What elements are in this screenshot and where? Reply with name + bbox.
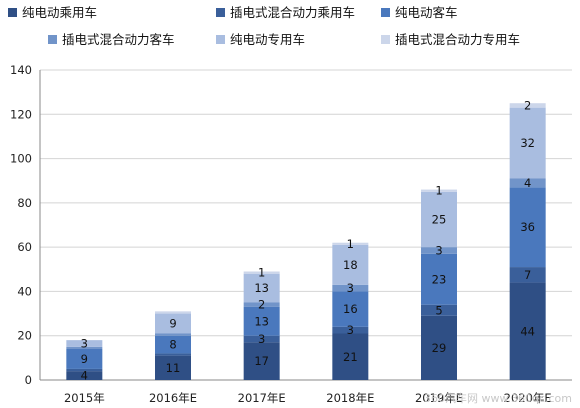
bar-segment	[421, 253, 457, 305]
legend-swatch	[381, 8, 390, 17]
x-tick-label: 2018年E	[326, 391, 374, 405]
data-label: 3	[258, 332, 265, 346]
bar-segment	[243, 271, 280, 274]
data-label: 13	[254, 314, 269, 328]
bar-segment	[155, 335, 191, 354]
y-tick-label: 0	[25, 373, 32, 387]
x-tick-label: 2017年E	[238, 391, 286, 405]
bar-segment	[332, 326, 369, 334]
bars	[66, 103, 546, 380]
data-label: 9	[81, 352, 88, 366]
bar-segment	[332, 244, 369, 285]
data-label: 17	[254, 354, 269, 368]
gridlines	[40, 69, 572, 381]
legend-label: 纯电动专用车	[230, 32, 305, 47]
bar-segment	[243, 342, 280, 380]
bar-segment	[509, 107, 546, 179]
data-label: 44	[520, 324, 535, 338]
watermark: 360汽车网 www.360qc.com	[424, 391, 572, 405]
data-label: 25	[432, 212, 447, 226]
bar-segment	[155, 333, 191, 336]
bar-segment	[509, 103, 546, 108]
legend-label: 插电式混合动力专用车	[395, 32, 520, 47]
data-label: 9	[169, 317, 176, 331]
data-label: 4	[81, 369, 88, 383]
data-label: 18	[343, 258, 358, 272]
bar-segment	[421, 247, 457, 254]
bar-segment	[332, 242, 369, 245]
bar-segment	[332, 333, 369, 380]
bar-segment	[155, 353, 191, 356]
bar-segment	[421, 304, 457, 316]
bar-segment	[243, 306, 280, 336]
x-tick-label: 2015年	[64, 391, 105, 405]
x-tick-label: 2020年E	[504, 391, 552, 405]
legend-swatch	[381, 35, 390, 44]
y-tick-label: 40	[17, 284, 32, 298]
bar-segment	[243, 302, 280, 307]
data-label: 3	[347, 323, 354, 337]
bar-segment	[66, 368, 103, 372]
data-label: 13	[254, 281, 269, 295]
bar-segment	[509, 267, 546, 283]
legend-label: 纯电动客车	[395, 5, 458, 20]
data-label: 11	[166, 361, 181, 375]
legend-label: 纯电动乘用车	[22, 5, 97, 20]
data-label: 23	[432, 272, 447, 286]
x-axis: 2015年 2016年E 2017年E 2018年E 2019年E 2020年E	[64, 391, 552, 405]
bar-segment	[509, 178, 546, 188]
bar-segment	[332, 291, 369, 327]
bar-segment	[421, 191, 457, 248]
data-label: 21	[343, 350, 358, 364]
y-tick-label: 80	[17, 196, 32, 210]
data-label: 2	[258, 298, 265, 312]
bar-segment	[155, 311, 191, 314]
bar-segment	[421, 189, 457, 192]
data-label: 32	[520, 136, 535, 150]
bar-segment	[155, 313, 191, 334]
legend-label: 插电式混合动力客车	[62, 32, 175, 47]
data-label: 4	[524, 176, 531, 190]
legend-swatch	[48, 35, 57, 44]
data-label: 3	[435, 243, 442, 257]
legend-label: 插电式混合动力乘用车	[230, 5, 355, 20]
bar-segment	[66, 349, 103, 369]
y-tick-label: 120	[10, 107, 32, 121]
data-label: 3	[347, 281, 354, 295]
data-label: 7	[524, 268, 531, 282]
data-labels: 4931189173132131213163181295233251447364…	[81, 98, 535, 382]
data-label: 1	[258, 266, 265, 280]
data-label: 3	[81, 336, 88, 350]
bar-segment	[509, 282, 546, 380]
y-tick-label: 20	[17, 329, 32, 343]
data-label: 29	[432, 341, 447, 355]
data-label: 1	[347, 237, 354, 251]
x-tick-label: 2019年E	[415, 391, 463, 405]
data-label: 2	[524, 98, 531, 112]
bar-segment	[66, 346, 103, 349]
bar-segment	[155, 355, 191, 380]
bar-segment	[243, 273, 280, 303]
bar-segment	[66, 340, 103, 347]
legend-swatch	[216, 8, 225, 17]
legend-swatch	[216, 35, 225, 44]
bar-segment	[66, 371, 103, 380]
x-tick-label: 2016年E	[149, 391, 197, 405]
bar-segment	[243, 335, 280, 343]
y-axis: 0 20 40 60 80 100 120 140	[10, 63, 41, 387]
legend-swatch	[8, 8, 17, 17]
y-tick-label: 60	[17, 240, 32, 254]
bar-segment	[332, 284, 369, 292]
data-label: 16	[343, 302, 358, 316]
bar-segment	[509, 187, 546, 268]
data-label: 8	[169, 338, 176, 352]
data-label: 1	[435, 184, 442, 198]
bar-segment	[421, 315, 457, 380]
y-tick-label: 140	[10, 63, 32, 77]
data-label: 36	[520, 220, 535, 234]
y-tick-label: 100	[10, 152, 32, 166]
data-label: 5	[435, 303, 442, 317]
